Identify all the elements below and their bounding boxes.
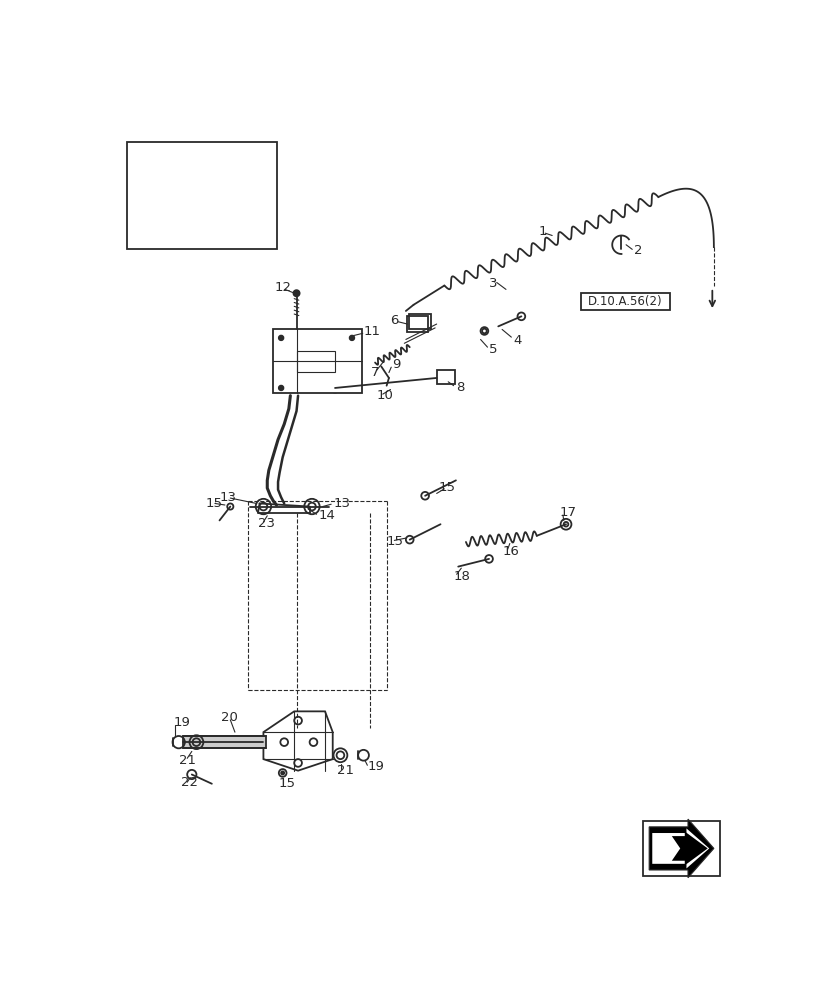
Text: 3: 3 <box>489 277 497 290</box>
Text: 10: 10 <box>376 389 393 402</box>
Text: 15: 15 <box>205 497 222 510</box>
Text: 8: 8 <box>456 381 464 394</box>
Circle shape <box>293 290 299 296</box>
Text: 15: 15 <box>279 777 295 790</box>
Text: 5: 5 <box>489 343 497 356</box>
Text: D.10.A.56(2): D.10.A.56(2) <box>587 295 662 308</box>
Bar <box>182 736 265 748</box>
Bar <box>436 370 455 384</box>
Text: 16: 16 <box>502 545 519 558</box>
Text: 1: 1 <box>538 225 546 238</box>
Text: 11: 11 <box>363 325 380 338</box>
Bar <box>406 316 428 332</box>
Text: 22: 22 <box>181 776 198 789</box>
Bar <box>643 821 719 876</box>
Text: 12: 12 <box>275 281 292 294</box>
Text: 20: 20 <box>221 711 237 724</box>
Bar <box>127 142 277 249</box>
Text: 13: 13 <box>219 491 237 504</box>
Polygon shape <box>652 828 709 868</box>
Text: 18: 18 <box>453 570 470 583</box>
Text: 19: 19 <box>173 716 190 729</box>
Text: 9: 9 <box>391 358 400 371</box>
Polygon shape <box>263 711 332 771</box>
Text: 4: 4 <box>513 334 521 347</box>
Text: 21: 21 <box>179 754 195 767</box>
Circle shape <box>281 771 284 774</box>
Polygon shape <box>671 831 707 865</box>
Bar <box>581 293 669 310</box>
Polygon shape <box>648 819 713 878</box>
Circle shape <box>227 503 233 510</box>
Bar <box>409 314 430 329</box>
Circle shape <box>279 336 283 340</box>
Polygon shape <box>273 329 361 393</box>
Text: 7: 7 <box>370 366 380 379</box>
Text: 6: 6 <box>390 314 399 327</box>
Text: 13: 13 <box>333 497 350 510</box>
Bar <box>296 351 335 372</box>
Circle shape <box>349 336 354 340</box>
Text: 17: 17 <box>559 506 576 519</box>
Text: 2: 2 <box>633 244 642 257</box>
Text: 19: 19 <box>367 760 384 773</box>
Text: 14: 14 <box>318 509 335 522</box>
Text: 15: 15 <box>437 481 455 494</box>
Text: 21: 21 <box>336 764 353 777</box>
Text: 23: 23 <box>258 517 275 530</box>
Circle shape <box>279 386 283 390</box>
Text: 15: 15 <box>386 535 403 548</box>
